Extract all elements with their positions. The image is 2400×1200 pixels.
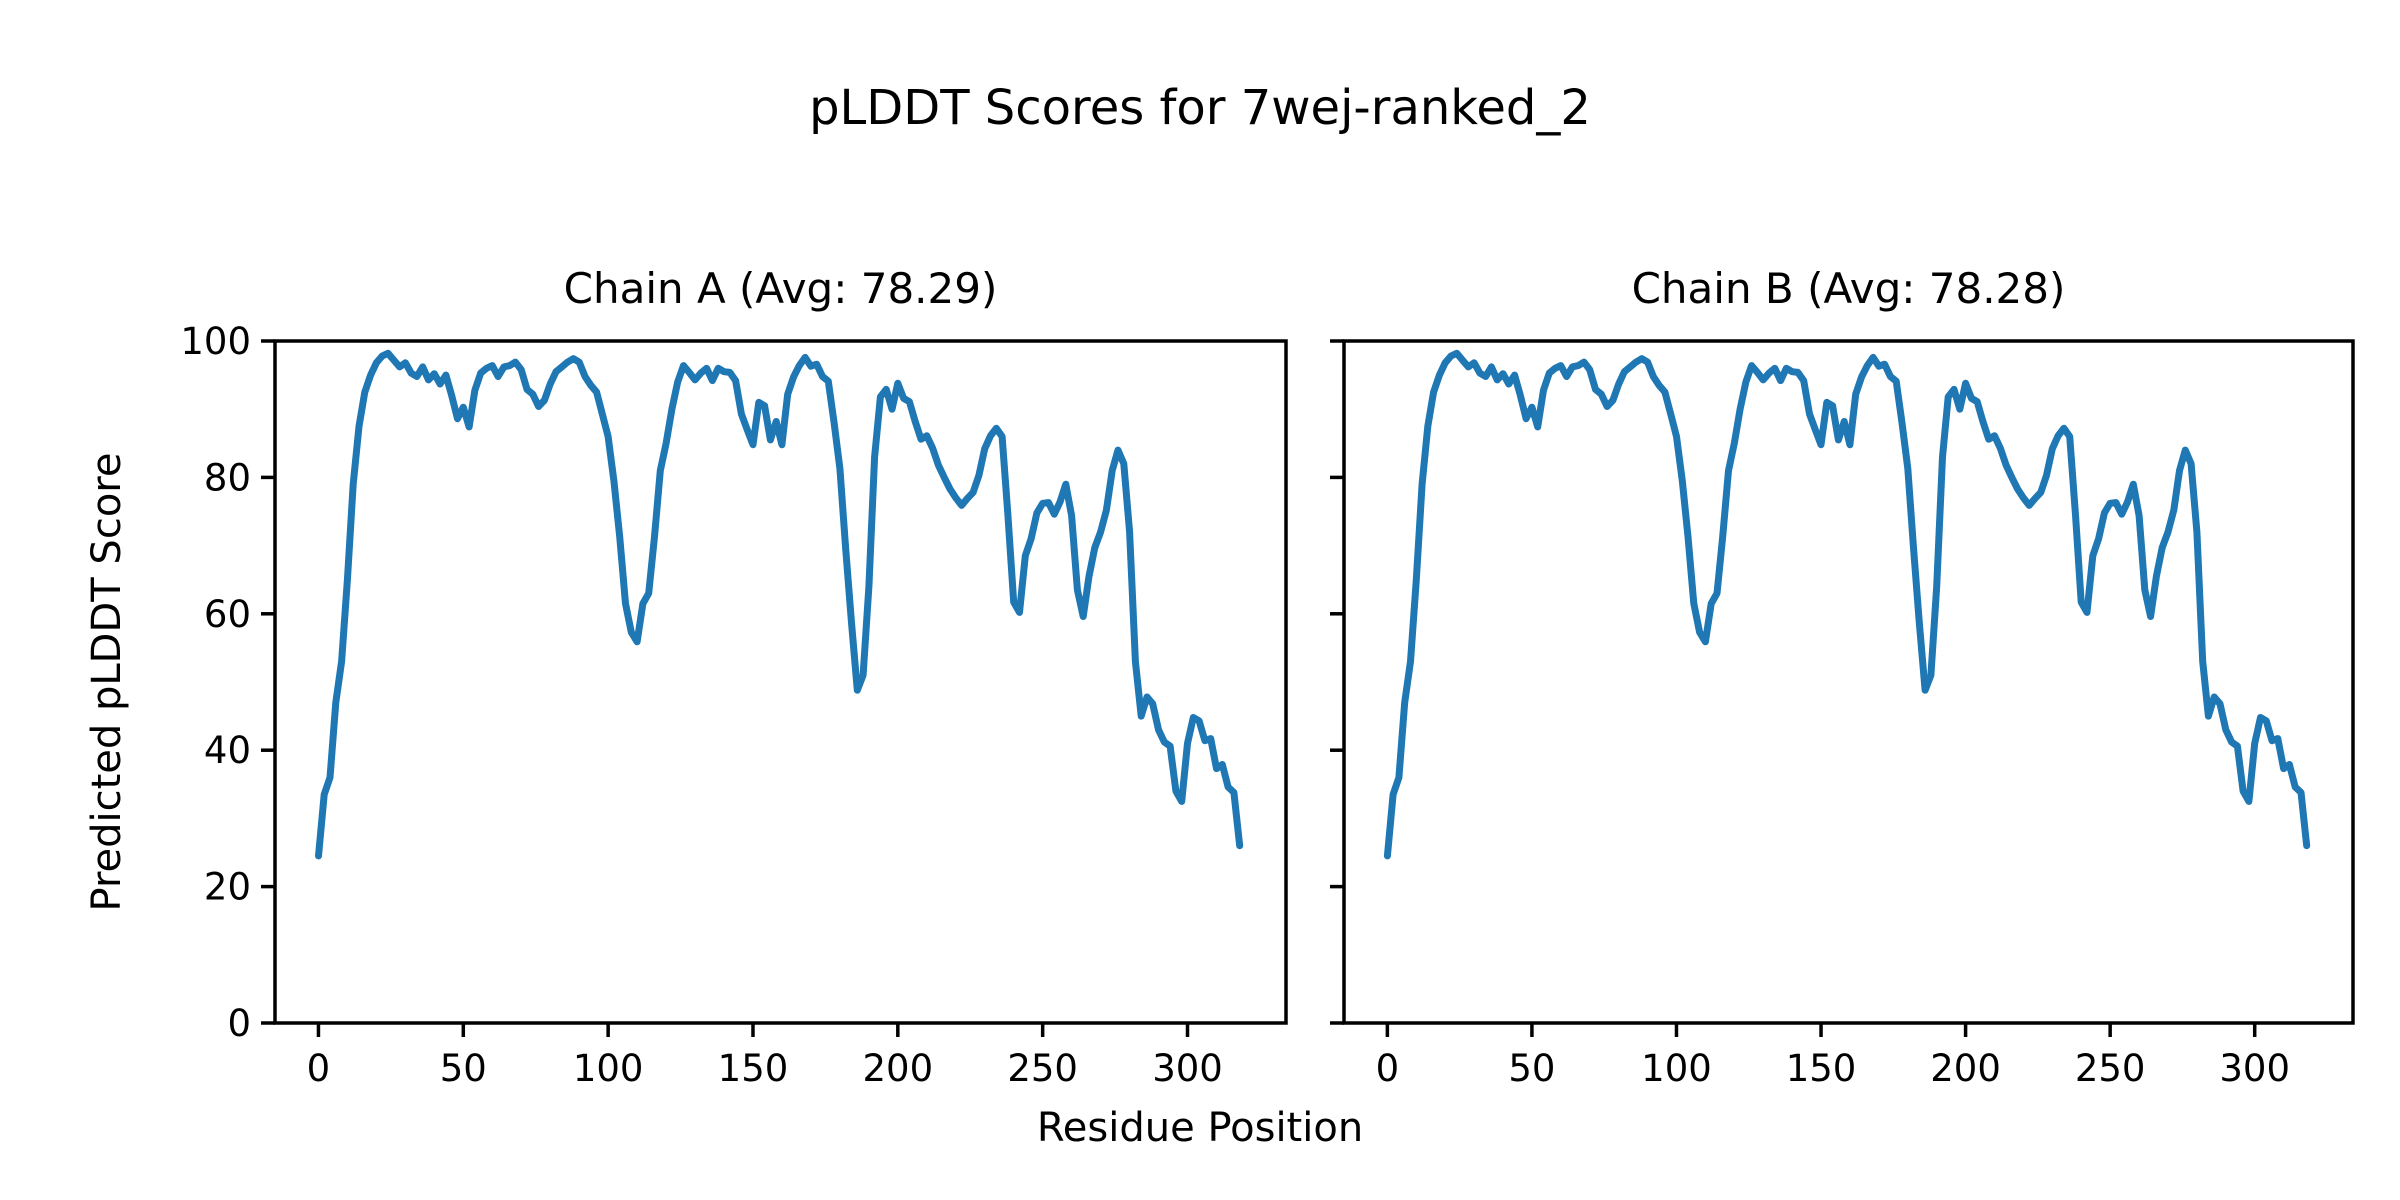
axes-box [273,339,1288,1025]
axes-box [1342,339,2355,1025]
subplot-chain-b: 0 50 100 150 200 250 300 [1330,339,2355,1090]
x-axis-label: Residue Position [1036,1105,1364,1151]
y-tick-label: 60 [204,593,251,636]
x-tick-label: 150 [1786,1047,1857,1090]
x-tick-label: 300 [2219,1047,2290,1090]
x-tick-label: 250 [1007,1047,1078,1090]
plddt-line-subplot-chain-b [1383,349,2311,860]
x-tick-label: 0 [307,1047,331,1090]
x-tick-label: 150 [718,1047,789,1090]
x-tick-label: 50 [1508,1047,1555,1090]
x-tick-label: 200 [863,1047,934,1090]
x-tick-label: 250 [2075,1047,2146,1090]
x-tick-label: 100 [1641,1047,1712,1090]
x-tick-label: 100 [573,1047,644,1090]
x-tick-label: 200 [1930,1047,2001,1090]
subplot-chain-b-title: Chain B (Avg: 78.28) [1631,264,2066,313]
x-tick-label: 300 [1152,1047,1223,1090]
plddt-line-subplot-chain-a [315,349,1244,860]
y-tick-label: 0 [227,1002,251,1045]
y-axis-label: Predicted pLDDT Score [84,452,130,912]
y-tick-label: 20 [204,866,251,909]
x-tick-label: 0 [1376,1047,1400,1090]
subplot-chain-a: 0 50 100 150 200 250 300 0 20 40 60 80 100 [180,320,1288,1090]
y-tick-label: 40 [204,729,251,772]
subplot-chain-a-title: Chain A (Avg: 78.29) [563,264,998,313]
x-tick-label: 50 [440,1047,487,1090]
y-tick-label: 80 [204,456,251,499]
y-tick-label: 100 [180,320,251,363]
figure-title: pLDDT Scores for 7wej-ranked_2 [809,80,1591,136]
